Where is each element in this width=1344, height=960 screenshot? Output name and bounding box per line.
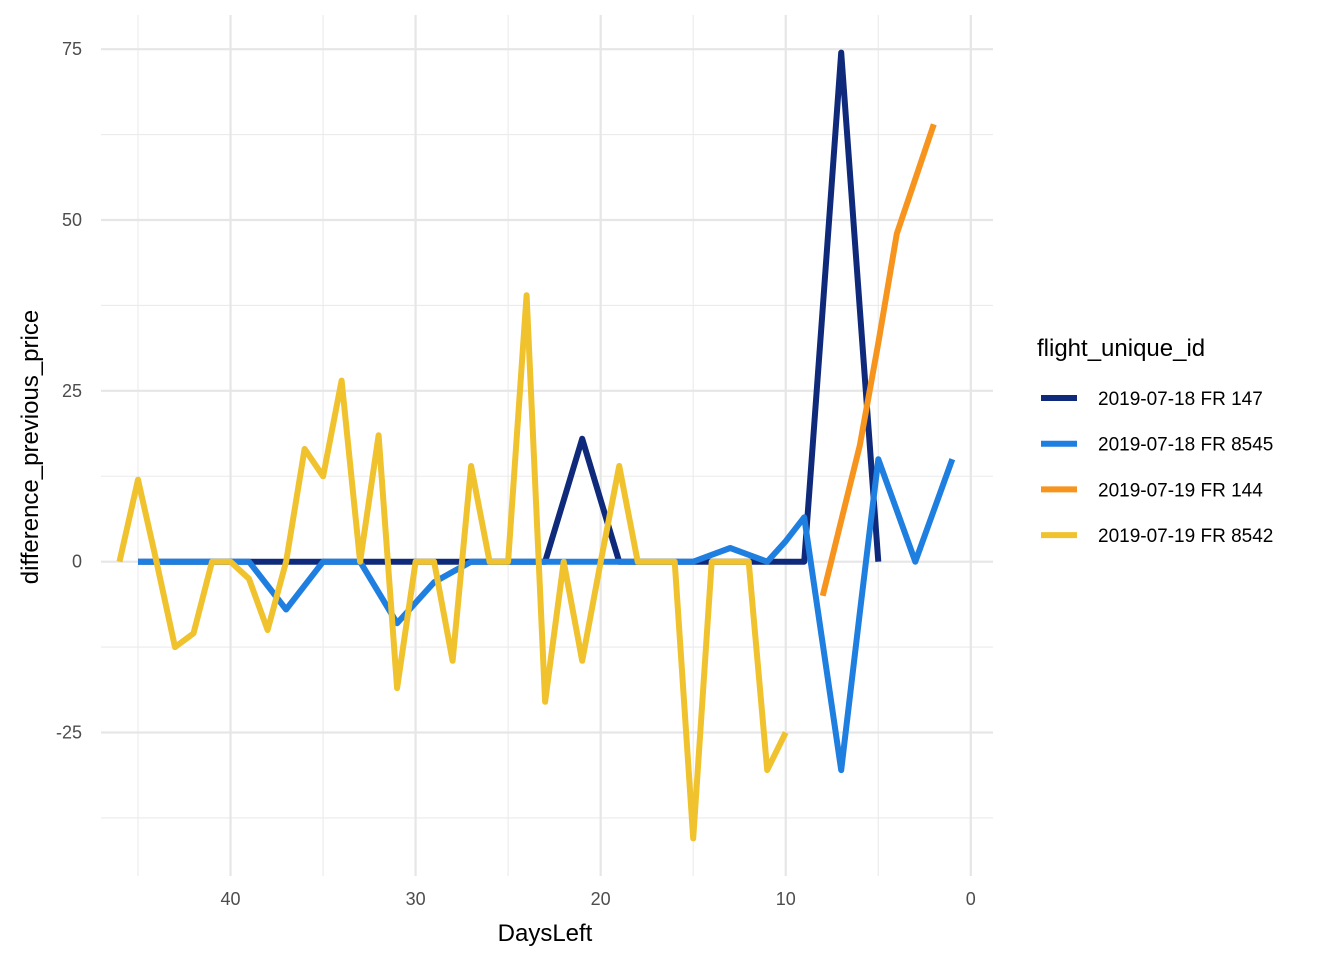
series-line-3: [819, 123, 937, 597]
legend-items: 2019-07-18 FR 147 2019-07-18 FR 8545 2019-…: [1041, 389, 1273, 547]
y-tick-label: 25: [62, 381, 82, 401]
y-axis-title: difference_previous_price: [17, 310, 44, 584]
y-tick-label: 0: [72, 552, 82, 572]
x-tick-label: 10: [776, 889, 796, 909]
y-tick-label: 50: [62, 210, 82, 230]
legend-label-4: 2019-07-19 FR 8542: [1098, 526, 1273, 547]
x-axis-title: DaysLeft: [498, 920, 593, 947]
x-tick-label: 30: [406, 889, 426, 909]
y-tick-label: 75: [62, 39, 82, 59]
legend-title: flight_unique_id: [1037, 335, 1205, 362]
x-tick-label: 20: [591, 889, 611, 909]
legend-label-2: 2019-07-18 FR 8545: [1098, 435, 1273, 456]
legend-label-3: 2019-07-19 FR 144: [1098, 480, 1263, 501]
series-line-2: [138, 456, 956, 774]
series-lines: [116, 49, 956, 842]
y-tick-label: -25: [56, 723, 82, 743]
legend: flight_unique_id 2019-07-18 FR 1472019-0…: [1037, 335, 1273, 547]
series-line-4: [116, 292, 789, 842]
legend-label-1: 2019-07-18 FR 147: [1098, 389, 1263, 410]
x-tick-label: 0: [966, 889, 976, 909]
x-tick-label: 40: [221, 889, 241, 909]
x-axis-ticks: 40 30 20 10 0: [221, 889, 976, 909]
y-axis-ticks: 75 50 25 0 -25: [56, 39, 82, 742]
